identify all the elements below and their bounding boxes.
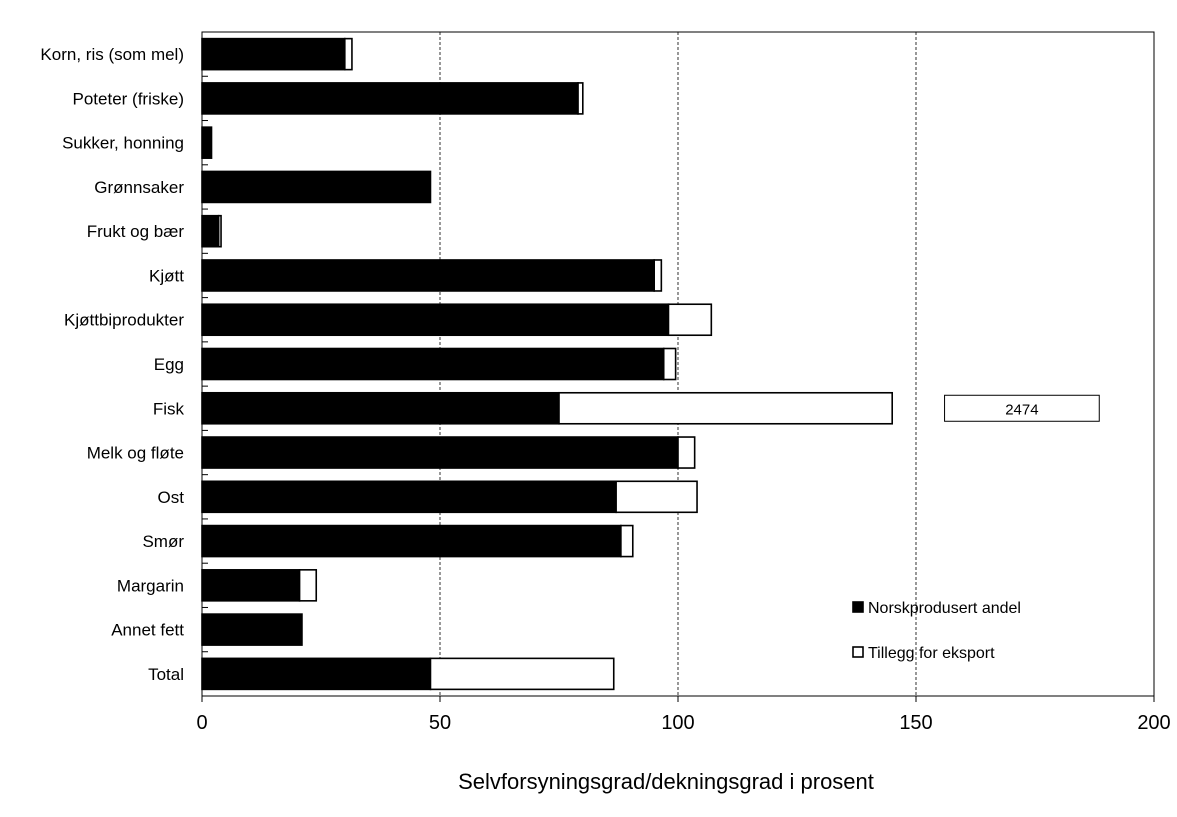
bar-segment-norskprodusert <box>201 170 432 204</box>
bar-segment-eksport <box>667 303 713 337</box>
category-labels: Korn, ris (som mel) Poteter (friske) Sukke… <box>40 31 208 684</box>
category-label: Annet fett <box>111 621 184 640</box>
category-label: Smør <box>142 532 184 551</box>
annotation-box <box>944 394 1100 422</box>
bar-segment-norskprodusert <box>201 214 220 248</box>
x-tick-label: 0 <box>196 712 207 734</box>
x-tick-label: 100 <box>661 712 694 734</box>
bar-segment-eksport <box>677 436 696 469</box>
category-label: Frukt og bær <box>87 222 185 241</box>
bars <box>201 37 894 691</box>
annotations: 2474 <box>944 394 1100 422</box>
bar-segment-norskprodusert <box>201 82 579 115</box>
bar-segment-eksport <box>558 391 894 425</box>
bar-segment-norskprodusert <box>201 480 617 514</box>
bar-segment-norskprodusert <box>201 391 560 425</box>
category-label: Korn, ris (som mel) <box>40 45 184 64</box>
legend: Norskprodusert andel Tillegg for eksport <box>852 600 1021 662</box>
x-tick-label: 200 <box>1137 712 1170 734</box>
bar-segment-eksport <box>343 37 353 71</box>
bar-segment-eksport <box>615 480 698 514</box>
bar-segment-eksport <box>577 82 584 115</box>
bar-segment-eksport <box>429 657 615 691</box>
bar-segment-norskprodusert <box>201 303 670 337</box>
category-label: Fisk <box>153 399 185 418</box>
x-tick-label: 150 <box>899 712 932 734</box>
category-label: Total <box>148 665 184 684</box>
legend-swatch-norskprodusert <box>852 601 864 613</box>
bar-segment-norskprodusert <box>201 37 346 71</box>
bar-segment-norskprodusert <box>201 347 665 381</box>
bar-segment-eksport <box>653 259 663 292</box>
bar-segment-eksport <box>620 524 634 558</box>
bar-segment-norskprodusert <box>201 524 622 558</box>
bar-segment-eksport <box>298 569 318 602</box>
category-label: Grønnsaker <box>94 178 184 197</box>
category-label: Poteter (friske) <box>73 89 184 108</box>
bar-segment-norskprodusert <box>201 126 213 159</box>
legend-swatch-eksport <box>852 646 864 658</box>
bar-segment-norskprodusert <box>201 613 303 646</box>
bar-segment-norskprodusert <box>201 657 432 691</box>
category-label: Ost <box>158 488 185 507</box>
category-label: Sukker, honning <box>62 134 184 153</box>
bar-segment-norskprodusert <box>201 259 656 292</box>
category-label: Kjøttbiprodukter <box>64 311 184 330</box>
bar-segment-norskprodusert <box>201 436 679 469</box>
category-label: Margarin <box>117 576 184 595</box>
legend-label: Norskprodusert andel <box>868 600 1021 617</box>
x-tick-label: 50 <box>429 712 451 734</box>
category-label: Melk og fløte <box>87 444 184 463</box>
legend-label: Tillegg for eksport <box>868 645 995 662</box>
annotation-value: 2474 <box>1005 401 1038 418</box>
category-label: Egg <box>154 355 184 374</box>
axis-ticks: 0 50 100 150 200 <box>196 696 1171 734</box>
x-axis-title: Selvforsyningsgrad/dekningsgrad i prosen… <box>458 769 874 794</box>
bar-segment-eksport <box>662 347 677 381</box>
category-label: Kjøtt <box>149 266 184 285</box>
bar-segment-norskprodusert <box>201 569 301 602</box>
bar-segment-eksport <box>217 214 222 248</box>
